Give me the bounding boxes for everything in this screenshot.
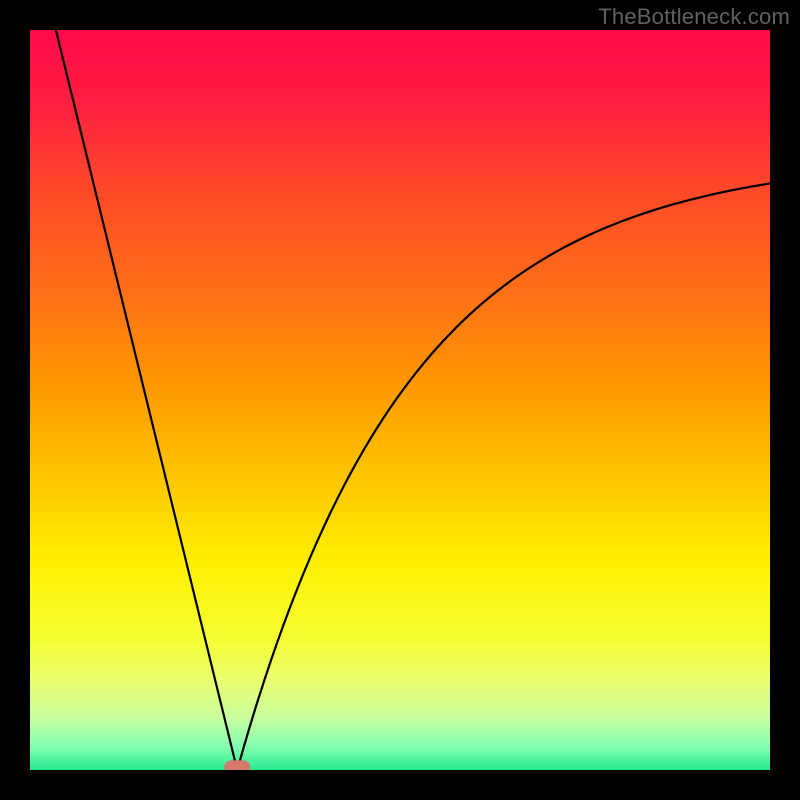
plot-background [30, 30, 770, 770]
bottleneck-curve-chart [30, 30, 770, 770]
chart-container: TheBottleneck.com [0, 0, 800, 800]
attribution-text: TheBottleneck.com [598, 4, 790, 30]
optimum-marker [224, 760, 250, 770]
